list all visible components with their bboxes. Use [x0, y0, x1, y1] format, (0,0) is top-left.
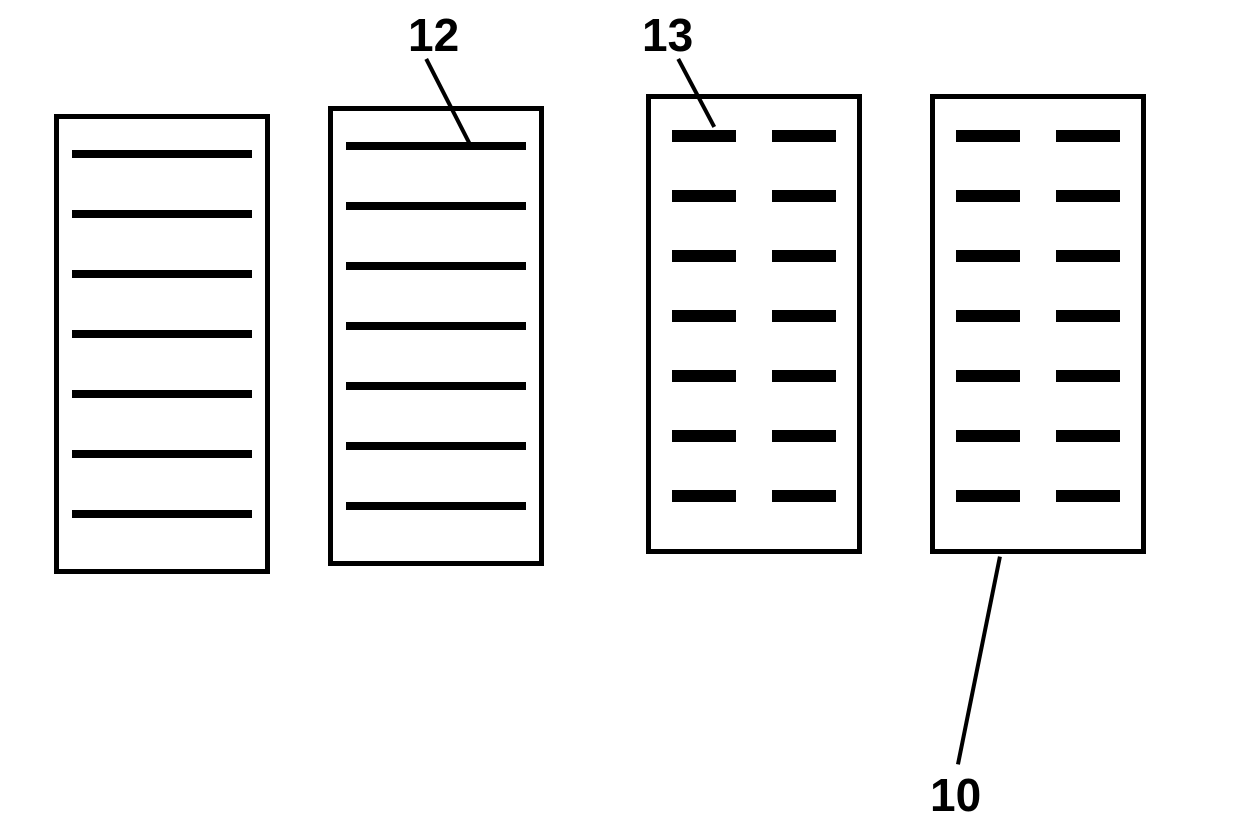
short-dash — [772, 190, 836, 202]
short-dash — [772, 370, 836, 382]
short-dash — [956, 490, 1020, 502]
short-dash — [772, 130, 836, 142]
short-dash — [772, 310, 836, 322]
callout-label-13: 13 — [642, 8, 693, 62]
panel-3 — [646, 94, 862, 554]
short-dash — [1056, 370, 1120, 382]
leader-line — [956, 556, 1002, 765]
panel-1 — [54, 114, 270, 574]
short-dash — [772, 430, 836, 442]
short-dash — [956, 370, 1020, 382]
horizontal-line — [72, 390, 252, 398]
short-dash — [1056, 490, 1120, 502]
horizontal-line — [72, 510, 252, 518]
horizontal-line — [72, 330, 252, 338]
short-dash — [672, 250, 736, 262]
short-dash — [1056, 310, 1120, 322]
short-dash — [772, 250, 836, 262]
horizontal-line — [346, 142, 526, 150]
short-dash — [956, 430, 1020, 442]
horizontal-line — [72, 450, 252, 458]
horizontal-line — [72, 270, 252, 278]
short-dash — [772, 490, 836, 502]
horizontal-line — [346, 502, 526, 510]
short-dash — [672, 310, 736, 322]
horizontal-line — [72, 150, 252, 158]
short-dash — [956, 190, 1020, 202]
horizontal-line — [346, 382, 526, 390]
horizontal-line — [346, 202, 526, 210]
panel-2 — [328, 106, 544, 566]
horizontal-line — [346, 442, 526, 450]
short-dash — [956, 250, 1020, 262]
short-dash — [672, 370, 736, 382]
callout-label-12: 12 — [408, 8, 459, 62]
horizontal-line — [72, 210, 252, 218]
short-dash — [1056, 190, 1120, 202]
short-dash — [672, 130, 736, 142]
short-dash — [956, 130, 1020, 142]
short-dash — [672, 430, 736, 442]
short-dash — [1056, 130, 1120, 142]
callout-label-10: 10 — [930, 768, 981, 822]
short-dash — [672, 190, 736, 202]
panel-4 — [930, 94, 1146, 554]
short-dash — [1056, 430, 1120, 442]
short-dash — [1056, 250, 1120, 262]
horizontal-line — [346, 322, 526, 330]
horizontal-line — [346, 262, 526, 270]
short-dash — [672, 490, 736, 502]
short-dash — [956, 310, 1020, 322]
